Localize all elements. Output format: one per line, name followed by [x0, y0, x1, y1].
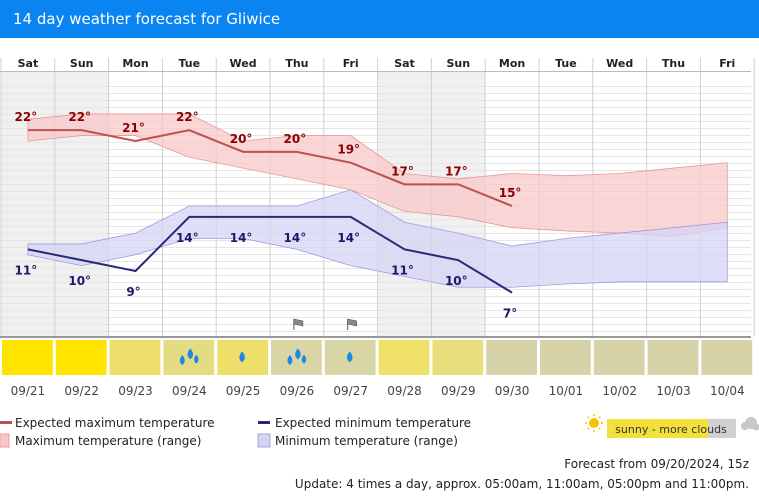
legend-min-range: Minimum temperature (range)	[275, 434, 458, 448]
weekend-shade	[1, 72, 55, 336]
date-label: 09/25	[226, 384, 261, 398]
day-name: Sun	[447, 57, 471, 70]
sun-icon	[585, 414, 603, 432]
max-temp-label: 17°	[391, 164, 414, 178]
sun-badge-shade	[708, 419, 736, 438]
rain-drop-icon	[287, 355, 293, 365]
min-temp-label: 14°	[230, 231, 253, 245]
legend-max-line-swatch	[0, 421, 12, 424]
rain-drop-icon	[187, 348, 194, 360]
date-label: 09/21	[11, 384, 46, 398]
max-temp-label: 15°	[499, 186, 522, 200]
min-temp-line	[27, 215, 513, 294]
date-label: 09/27	[333, 384, 368, 398]
date-label: 09/22	[64, 384, 99, 398]
max-temp-line	[27, 129, 513, 207]
day-name: Fri	[719, 57, 735, 70]
update-info: Update: 4 times a day, approx. 05:00am, …	[294, 477, 749, 491]
rain-drop-icon	[239, 351, 245, 363]
rain-drop-icon	[194, 354, 199, 364]
legend-max-range-swatch	[0, 433, 10, 448]
date-label: 10/02	[602, 384, 637, 398]
max-temp-label: 22°	[176, 110, 199, 124]
day-name: Wed	[230, 57, 257, 70]
legend-max-range: Maximum temperature (range)	[15, 434, 201, 448]
date-label: 09/29	[441, 384, 476, 398]
date-label: 10/04	[710, 384, 745, 398]
max-temp-label: 22°	[68, 110, 91, 124]
weather-cell	[378, 340, 430, 375]
weather-cell	[647, 340, 699, 375]
date-label: 10/03	[656, 384, 691, 398]
page-title: 14 day weather forecast for Gliwice	[13, 10, 281, 28]
min-temp-label: 14°	[176, 231, 199, 245]
min-temp-label: 7°	[503, 307, 517, 321]
wind-flag-icon	[293, 318, 304, 330]
range-bands	[27, 113, 728, 288]
date-label: 10/01	[549, 384, 584, 398]
min-temp-label: 14°	[337, 231, 360, 245]
date-label: 09/26	[280, 384, 315, 398]
day-name: Tue	[179, 57, 201, 70]
weather-cell	[701, 340, 753, 375]
rain-drop-icon	[179, 355, 185, 365]
date-label: 09/24	[172, 384, 207, 398]
weather-cell	[2, 340, 53, 375]
min-temp-label: 11°	[15, 263, 38, 277]
forecast-chart: 22° 22° 21° 22° 20° 20° 19° 17° 17° 15° 11° 10° 9° 14…	[0, 57, 759, 448]
max-temp-label: 22°	[15, 110, 38, 124]
day-name: Fri	[343, 57, 359, 70]
legend: Expected maximum temperature Maximum tem…	[0, 414, 759, 448]
day-name: Thu	[662, 57, 685, 70]
day-name: Mon	[122, 57, 148, 70]
day-name: Thu	[285, 57, 308, 70]
rain-drop-icon	[301, 354, 307, 364]
max-temp-label: 20°	[230, 132, 253, 146]
date-label: 09/23	[118, 384, 153, 398]
weather-strip	[2, 318, 753, 375]
min-temp-label: 10°	[68, 274, 91, 288]
max-temp-label: 19°	[337, 143, 360, 157]
day-name: Mon	[499, 57, 525, 70]
rain-drop-icon	[295, 348, 301, 360]
max-temp-label: 20°	[284, 132, 307, 146]
legend-min-range-swatch	[257, 433, 271, 448]
rain-drop-icon	[346, 351, 353, 363]
sun-badge-bg	[607, 419, 736, 438]
forecast-from: Forecast from 09/20/2024, 15z	[564, 457, 749, 471]
weather-cell	[432, 340, 484, 375]
sun-badge-label: sunny - more clouds	[615, 423, 727, 436]
min-range-band	[27, 189, 728, 288]
legend-max-expected: Expected maximum temperature	[15, 416, 215, 430]
wind-flag-icon	[347, 318, 358, 330]
min-temp-label: 14°	[284, 231, 307, 245]
min-temp-label: 11°	[391, 263, 414, 277]
temperature-labels: 22° 22° 21° 22° 20° 20° 19° 17° 17° 15° 11° 10° 9° 14…	[15, 110, 522, 321]
weather-cell	[55, 340, 107, 375]
max-temp-label: 21°	[122, 121, 145, 135]
temperature-lines	[27, 129, 513, 294]
cloud-icon	[741, 417, 759, 431]
weather-cell	[109, 340, 161, 375]
date-label: 09/30	[495, 384, 530, 398]
min-temp-label: 10°	[445, 274, 468, 288]
weather-cell	[540, 340, 591, 375]
weather-cell	[486, 340, 537, 375]
day-name: Tue	[555, 57, 577, 70]
day-name: Wed	[606, 57, 633, 70]
max-temp-label: 17°	[445, 164, 468, 178]
date-labels: 09/21 09/22 09/23 09/24 09/25 09/26 09/27 09/28…	[11, 384, 745, 398]
min-temp-label: 9°	[126, 285, 140, 299]
day-headers: Sat Sun Mon Tue Wed Thu Fri Sat Sun Mon Tue Wed Thu F…	[18, 57, 736, 70]
weather-cell	[593, 340, 645, 375]
day-name: Sat	[18, 57, 39, 70]
date-label: 09/28	[387, 384, 422, 398]
page-header: 14 day weather forecast for Gliwice	[0, 0, 759, 38]
day-name: Sat	[394, 57, 415, 70]
legend-min-expected: Expected minimum temperature	[275, 416, 471, 430]
legend-min-line-swatch	[258, 421, 270, 424]
day-name: Sun	[70, 57, 94, 70]
